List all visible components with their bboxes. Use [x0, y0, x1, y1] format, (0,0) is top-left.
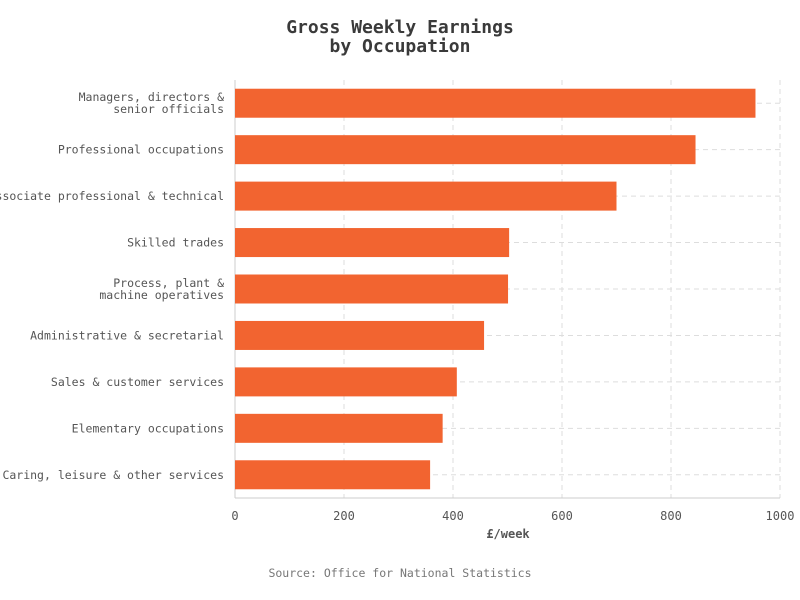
category-label: Elementary occupations	[72, 421, 224, 435]
x-tick-label: 400	[442, 509, 464, 523]
category-label: Professional occupations	[58, 143, 224, 157]
bar	[235, 274, 509, 304]
bar	[235, 228, 510, 258]
x-tick-label: 1000	[766, 509, 795, 523]
bar	[235, 135, 696, 165]
category-label: Skilled trades	[127, 236, 224, 250]
category-label: Caring, leisure & other services	[2, 468, 224, 482]
x-tick-labels: 0 200 400 600 800 1000	[231, 509, 794, 523]
category-label: Administrative & secretarial	[30, 328, 224, 342]
category-label: Sales & customer services	[51, 375, 224, 389]
bar	[235, 460, 431, 490]
category-labels: Managers, directors &senior officials Pro…	[0, 90, 224, 482]
bar	[235, 413, 443, 443]
category-label: Process, plant &	[113, 276, 224, 290]
bar	[235, 367, 457, 397]
category-label: Managers, directors &	[79, 90, 224, 104]
category-label: senior officials	[113, 102, 224, 116]
x-tick-label: 200	[333, 509, 355, 523]
category-label: Associate professional & technical	[0, 189, 224, 203]
x-axis-title: £/week	[486, 527, 530, 541]
bars-layer	[235, 88, 756, 490]
x-tick-label: 0	[231, 509, 238, 523]
chart-title-line-1: Gross Weekly Earnings	[286, 17, 514, 38]
source-note: Source: Office for National Statistics	[268, 566, 531, 580]
chart-title-line-2: by Occupation	[330, 36, 471, 57]
bar	[235, 181, 617, 211]
category-label: machine operatives	[99, 288, 224, 302]
x-tick-label: 800	[660, 509, 682, 523]
x-tick-label: 600	[551, 509, 573, 523]
bar	[235, 320, 485, 350]
bar	[235, 88, 756, 118]
